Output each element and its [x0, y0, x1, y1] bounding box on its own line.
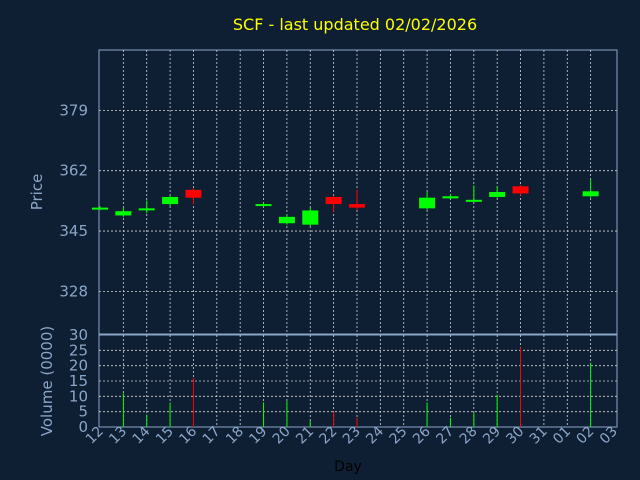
- volume-tick-label: 15: [69, 372, 88, 390]
- volume-tick-label: 0: [78, 418, 88, 436]
- candle-body: [255, 204, 272, 207]
- price-tick-label: 379: [59, 101, 88, 119]
- price-tick-label: 345: [59, 222, 88, 240]
- price-candles: [92, 179, 599, 227]
- volume-tick-label: 25: [69, 341, 88, 359]
- candle-body: [512, 186, 529, 194]
- volume-plot-area: [98, 334, 618, 428]
- candle-body: [92, 207, 108, 210]
- price-tick-label: 362: [59, 162, 88, 180]
- x-axis-label: Day: [334, 459, 362, 475]
- candle-body: [325, 196, 342, 205]
- price-tick-label: 328: [59, 282, 88, 300]
- candle-body: [115, 211, 132, 216]
- volume-tick-label: 10: [69, 387, 88, 405]
- candle-body: [489, 192, 506, 197]
- volume-tick-label: 5: [78, 403, 88, 421]
- x-tick-labels: 12 13 14 15 16 17 18 19 20 21 22 23 24 25 26 27 28 29 30 31…: [83, 423, 621, 447]
- chart-title: SCF - last updated 02/02/2026: [233, 15, 477, 34]
- candle-body: [465, 199, 482, 202]
- volume-bars: [122, 347, 592, 427]
- volume-axis-label: Volume (0000): [38, 326, 56, 436]
- price-axis-label: Price: [28, 174, 46, 211]
- candle-body: [162, 196, 179, 205]
- candle-body: [582, 191, 599, 197]
- price-plot-area: [98, 49, 618, 335]
- candle-body: [419, 197, 436, 209]
- candle-body: [278, 216, 295, 224]
- candle-body: [138, 208, 155, 211]
- volume-tick-label: 20: [69, 357, 88, 375]
- candle-body: [349, 204, 365, 208]
- candle-body: [442, 196, 459, 199]
- candle-body: [185, 189, 202, 198]
- candle-body: [302, 210, 319, 225]
- volume-tick-label: 30: [69, 326, 88, 344]
